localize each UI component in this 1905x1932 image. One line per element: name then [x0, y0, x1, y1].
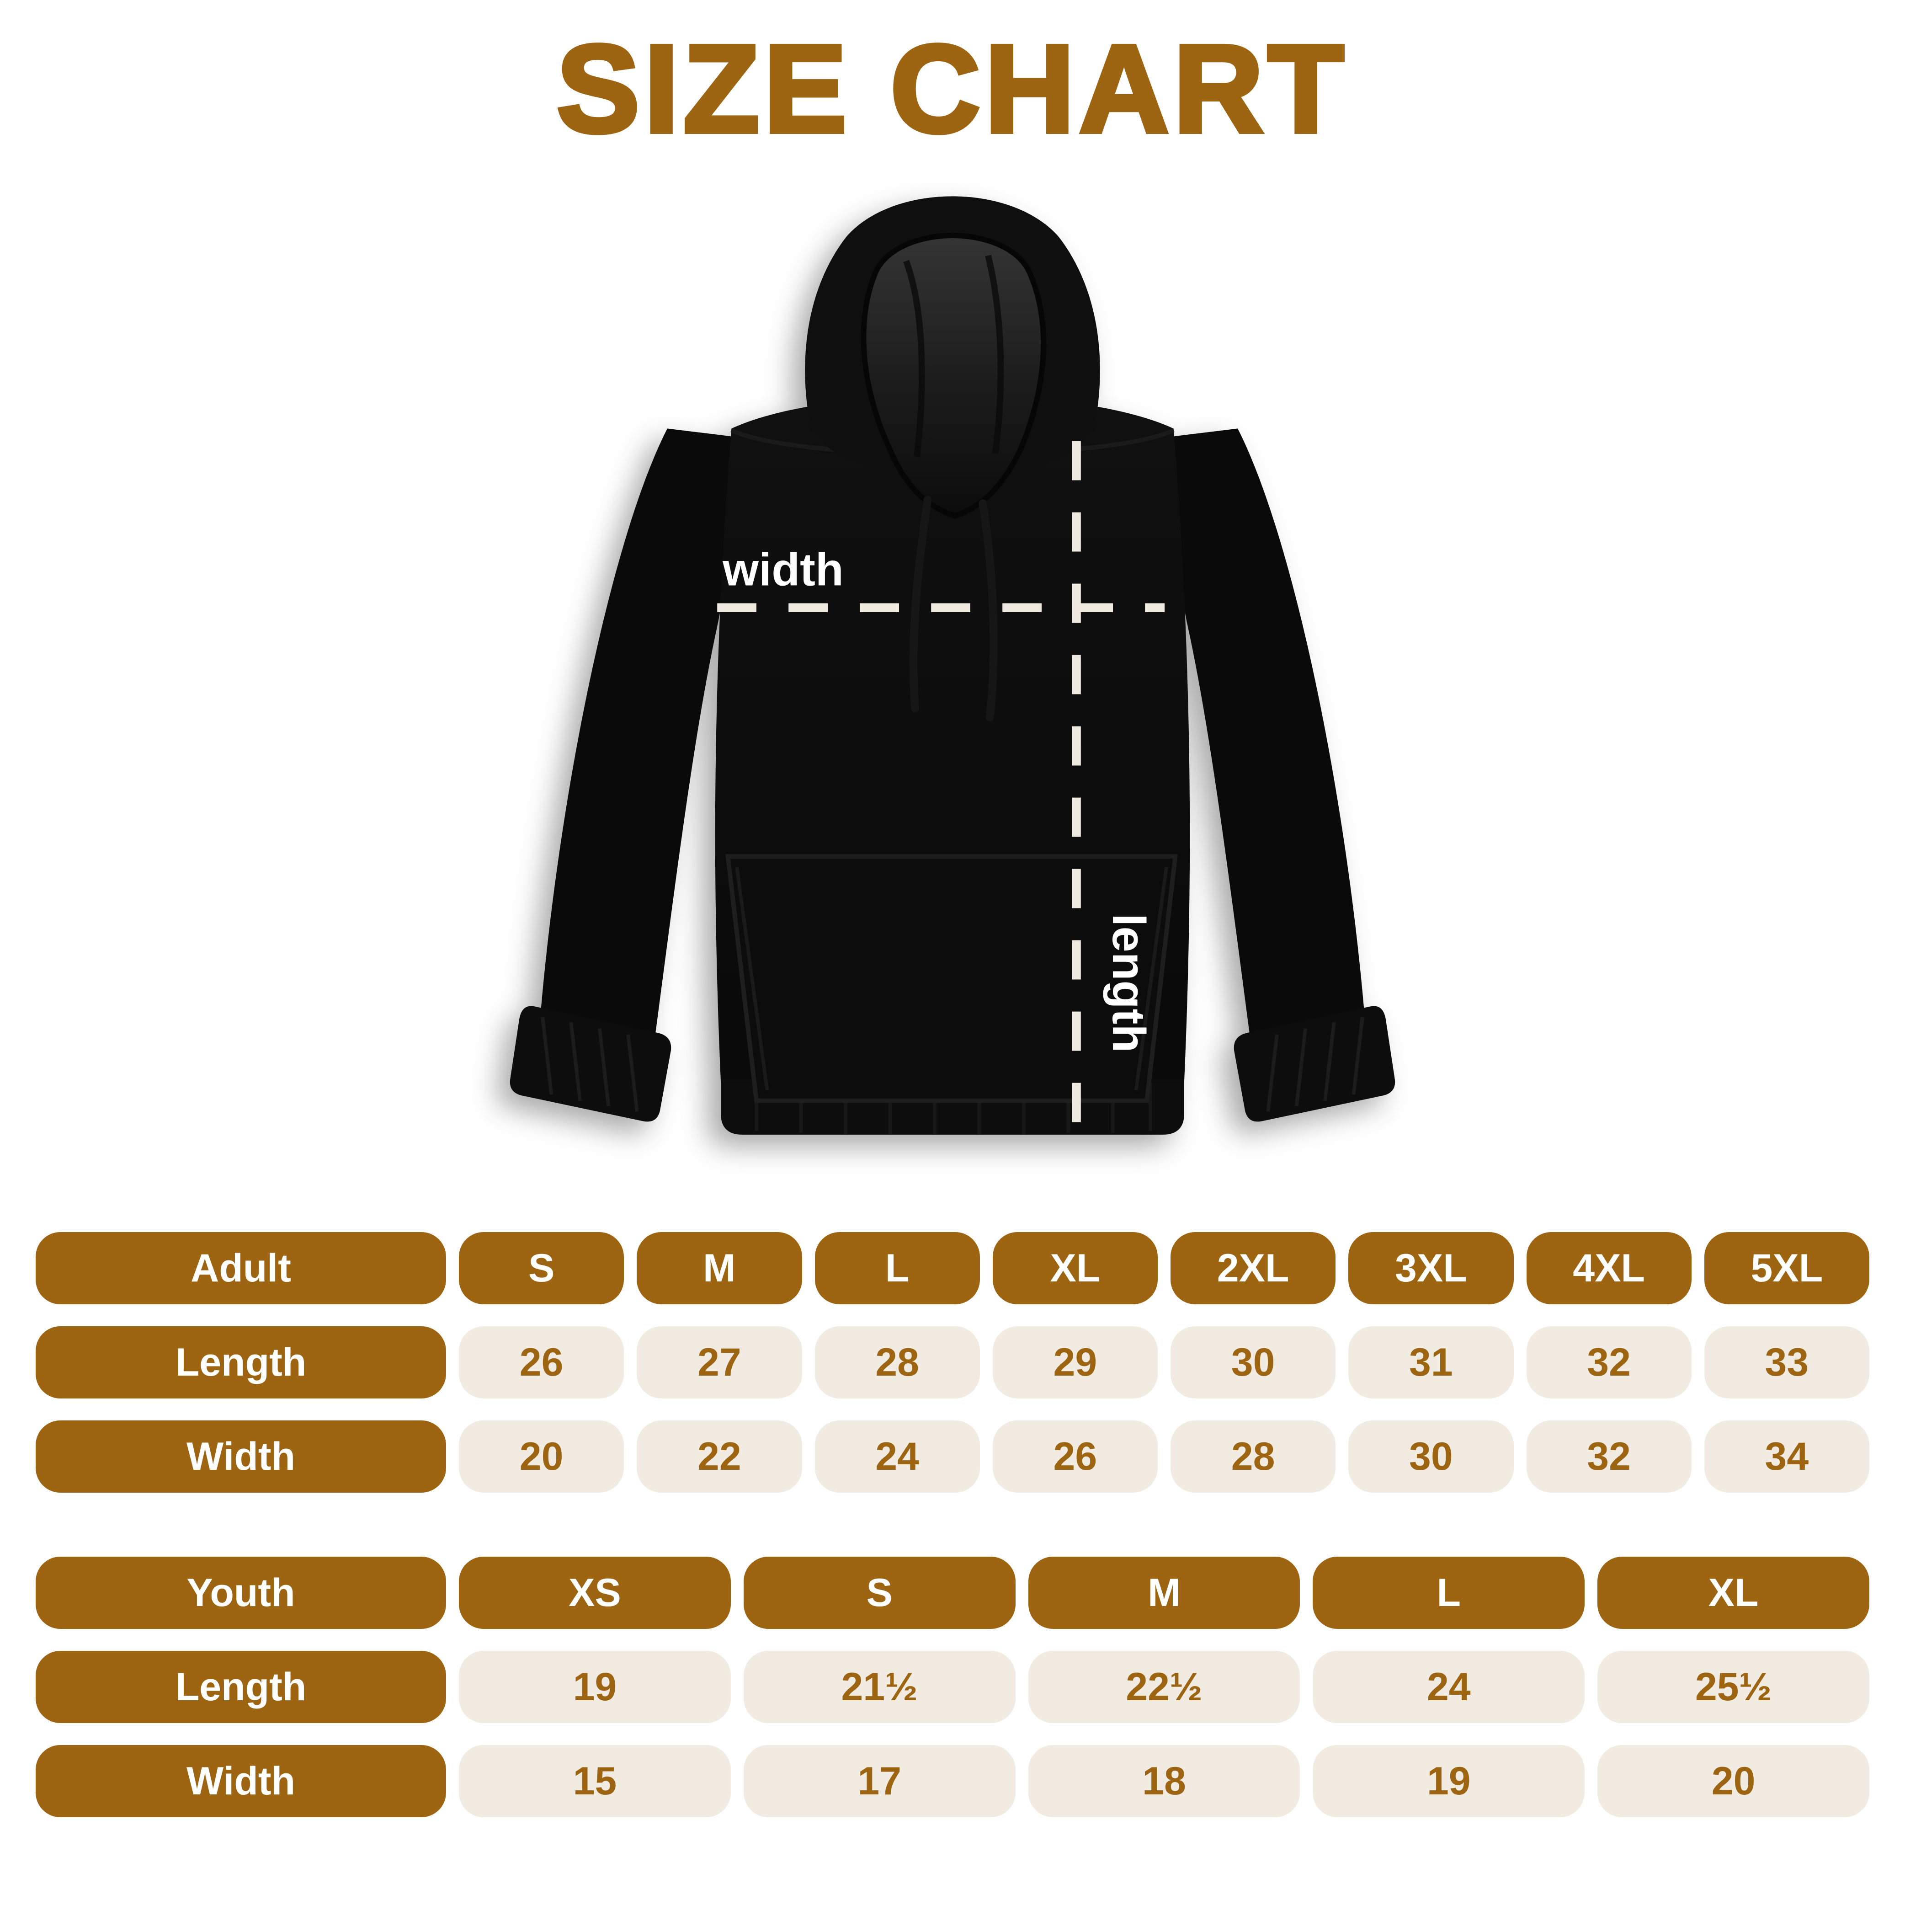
adult-width-cell-0: 20: [459, 1420, 624, 1493]
adult-header-cell-1: M: [637, 1232, 802, 1304]
adult-width-cell-7: 34: [1704, 1420, 1869, 1493]
adult-width-cell-6: 32: [1526, 1420, 1692, 1493]
youth-length-cell-3: 24: [1313, 1651, 1585, 1723]
adult-length-cell-5: 31: [1348, 1326, 1514, 1398]
hoodie-left-sleeve: [510, 428, 740, 1122]
adult-width-cell-4: 28: [1171, 1420, 1336, 1493]
hoodie-image: width length: [510, 196, 1395, 1135]
hoodie-drawstrings: [909, 496, 998, 721]
adult-length-cell-1: 27: [637, 1326, 802, 1398]
youth-header-cell-2: M: [1028, 1557, 1300, 1629]
hoodie-right-sleeve: [1165, 428, 1395, 1122]
youth-header-cell-3: L: [1313, 1557, 1585, 1629]
adult-length-cell-6: 32: [1526, 1326, 1692, 1398]
adult-header-cell-0: S: [459, 1232, 624, 1304]
youth-size-table: Youth XS S M L XL Length 19 21½ 22½ 24 25½ Width 15…: [36, 1557, 1869, 1817]
hoodie-hood: [805, 196, 1100, 519]
youth-length-cell-1: 21½: [743, 1651, 1016, 1723]
hoodie-pocket: [725, 854, 1178, 1103]
adult-width-cell-1: 22: [637, 1420, 802, 1493]
size-tables: Adult S M L XL 2XL 3XL 4XL 5XL Length 26 27 28 29 30 3…: [36, 1232, 1869, 1817]
adult-width-row: Width 20 22 24 26 28 30 32 34: [36, 1420, 1869, 1493]
adult-header-cell-6: 4XL: [1526, 1232, 1692, 1304]
size-chart-page: SIZE CHART: [0, 19, 1905, 1932]
youth-width-label-pill: Width: [36, 1745, 446, 1817]
adult-width-cell-5: 30: [1348, 1420, 1514, 1493]
width-label: width: [722, 544, 844, 596]
adult-length-row: Length 26 27 28 29 30 31 32 33: [36, 1326, 1869, 1398]
youth-width-cell-0: 15: [459, 1745, 731, 1817]
adult-width-cell-2: 24: [814, 1420, 980, 1493]
youth-width-cell-1: 17: [743, 1745, 1016, 1817]
youth-length-label-pill: Length: [36, 1651, 446, 1723]
adult-length-cell-0: 26: [459, 1326, 624, 1398]
adult-width-label-pill: Width: [36, 1420, 446, 1493]
adult-width-cell-3: 26: [992, 1420, 1158, 1493]
youth-length-cell-0: 19: [459, 1651, 731, 1723]
youth-header-row: Youth XS S M L XL: [36, 1557, 1869, 1629]
youth-header-label-pill: Youth: [36, 1557, 446, 1629]
length-label: length: [1103, 913, 1155, 1052]
youth-width-cell-4: 20: [1597, 1745, 1869, 1817]
adult-header-row: Adult S M L XL 2XL 3XL 4XL 5XL: [36, 1232, 1869, 1304]
adult-header-cell-2: L: [814, 1232, 980, 1304]
adult-header-cell-5: 3XL: [1348, 1232, 1514, 1304]
adult-header-label-pill: Adult: [36, 1232, 446, 1304]
page-title: SIZE CHART: [554, 19, 1348, 158]
adult-length-cell-7: 33: [1704, 1326, 1869, 1398]
youth-header-cell-0: XS: [459, 1557, 731, 1629]
adult-header-cell-7: 5XL: [1704, 1232, 1869, 1304]
adult-length-label-pill: Length: [36, 1326, 446, 1398]
table-spacer: [36, 1515, 1869, 1557]
adult-length-cell-3: 29: [992, 1326, 1158, 1398]
youth-length-row: Length 19 21½ 22½ 24 25½: [36, 1651, 1869, 1723]
hoodie-figure: width length: [507, 163, 1398, 1188]
youth-header-cell-1: S: [743, 1557, 1016, 1629]
adult-length-cell-4: 30: [1171, 1326, 1336, 1398]
adult-header-cell-3: XL: [992, 1232, 1158, 1304]
youth-length-cell-2: 22½: [1028, 1651, 1300, 1723]
adult-size-table: Adult S M L XL 2XL 3XL 4XL 5XL Length 26 27 28 29 30 3…: [36, 1232, 1869, 1493]
youth-width-cell-2: 18: [1028, 1745, 1300, 1817]
youth-width-cell-3: 19: [1313, 1745, 1585, 1817]
adult-length-cell-2: 28: [814, 1326, 980, 1398]
adult-header-cell-4: 2XL: [1171, 1232, 1336, 1304]
youth-width-row: Width 15 17 18 19 20: [36, 1745, 1869, 1817]
youth-header-cell-4: XL: [1597, 1557, 1869, 1629]
youth-length-cell-4: 25½: [1597, 1651, 1869, 1723]
